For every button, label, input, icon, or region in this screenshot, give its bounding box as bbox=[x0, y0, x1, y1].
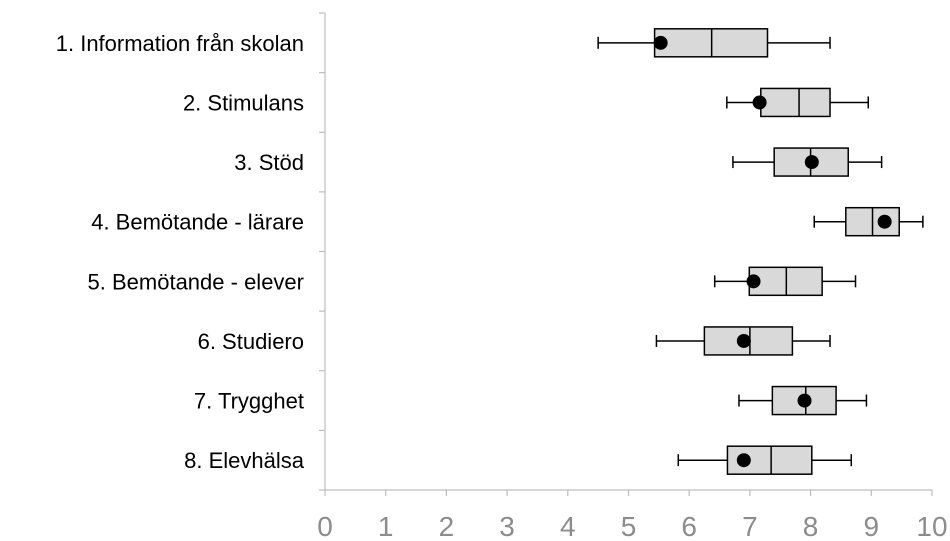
category-label: 8. Elevhälsa bbox=[184, 448, 305, 473]
x-tick-label: 0 bbox=[317, 511, 333, 541]
x-tick-label: 9 bbox=[864, 511, 880, 541]
x-tick-label: 4 bbox=[560, 511, 576, 541]
mean-marker bbox=[797, 393, 812, 408]
category-labels: 1. Information från skolan 2. Stimulans 3.… bbox=[56, 31, 305, 473]
boxplot-item bbox=[713, 266, 857, 297]
category-label: 2. Stimulans bbox=[183, 90, 304, 115]
mean-marker bbox=[736, 453, 751, 468]
x-tick-label: 3 bbox=[499, 511, 515, 541]
category-label: 3. Stöd bbox=[234, 150, 304, 175]
boxplots bbox=[597, 28, 924, 475]
category-label: 4. Bemötande - lärare bbox=[91, 210, 304, 235]
boxplot-item bbox=[732, 147, 883, 177]
category-label: 5. Bemötande - elever bbox=[88, 269, 304, 294]
mean-marker bbox=[877, 214, 892, 229]
x-tick-label: 2 bbox=[439, 511, 455, 541]
mean-marker bbox=[653, 35, 668, 50]
category-label: 7. Trygghet bbox=[194, 389, 304, 414]
category-label: 6. Studiero bbox=[198, 329, 304, 354]
x-tick-label: 10 bbox=[916, 511, 947, 541]
boxplot-item bbox=[726, 87, 870, 118]
mean-marker bbox=[736, 333, 751, 348]
boxplot-item bbox=[738, 385, 868, 416]
x-tick-label: 8 bbox=[803, 511, 819, 541]
boxplot-item bbox=[597, 28, 831, 58]
category-label: 1. Information från skolan bbox=[56, 31, 304, 56]
mean-marker bbox=[804, 155, 819, 170]
mean-marker bbox=[746, 274, 761, 289]
axes bbox=[319, 12, 933, 496]
boxplot-item bbox=[677, 445, 853, 475]
boxplot-item bbox=[813, 206, 924, 237]
iqr-box bbox=[760, 87, 831, 118]
mean-marker bbox=[752, 95, 767, 110]
x-tick-label: 5 bbox=[621, 511, 637, 541]
x-tick-label: 6 bbox=[681, 511, 697, 541]
x-tick-labels: 0 1 2 3 4 5 6 7 8 9 10 bbox=[317, 511, 947, 541]
x-tick-label: 1 bbox=[378, 511, 394, 541]
boxplot-item bbox=[655, 326, 831, 356]
x-tick-label: 7 bbox=[742, 511, 758, 541]
